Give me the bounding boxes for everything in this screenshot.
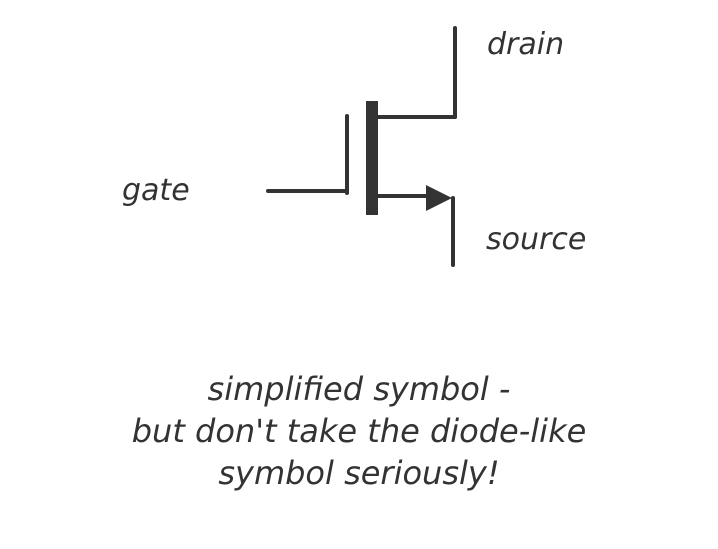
source-label: source <box>486 222 587 257</box>
caption-line-2: but don't take the diode-like <box>131 412 587 450</box>
source-arrow-icon <box>426 185 452 211</box>
drain-label: drain <box>487 27 565 62</box>
channel-bar <box>366 101 378 215</box>
caption-line-1: simplified symbol - <box>207 370 511 408</box>
caption-line-3: symbol seriously! <box>218 454 500 492</box>
gate-label: gate <box>122 173 190 208</box>
caption: simplified symbol - but don't take the d… <box>0 368 718 494</box>
